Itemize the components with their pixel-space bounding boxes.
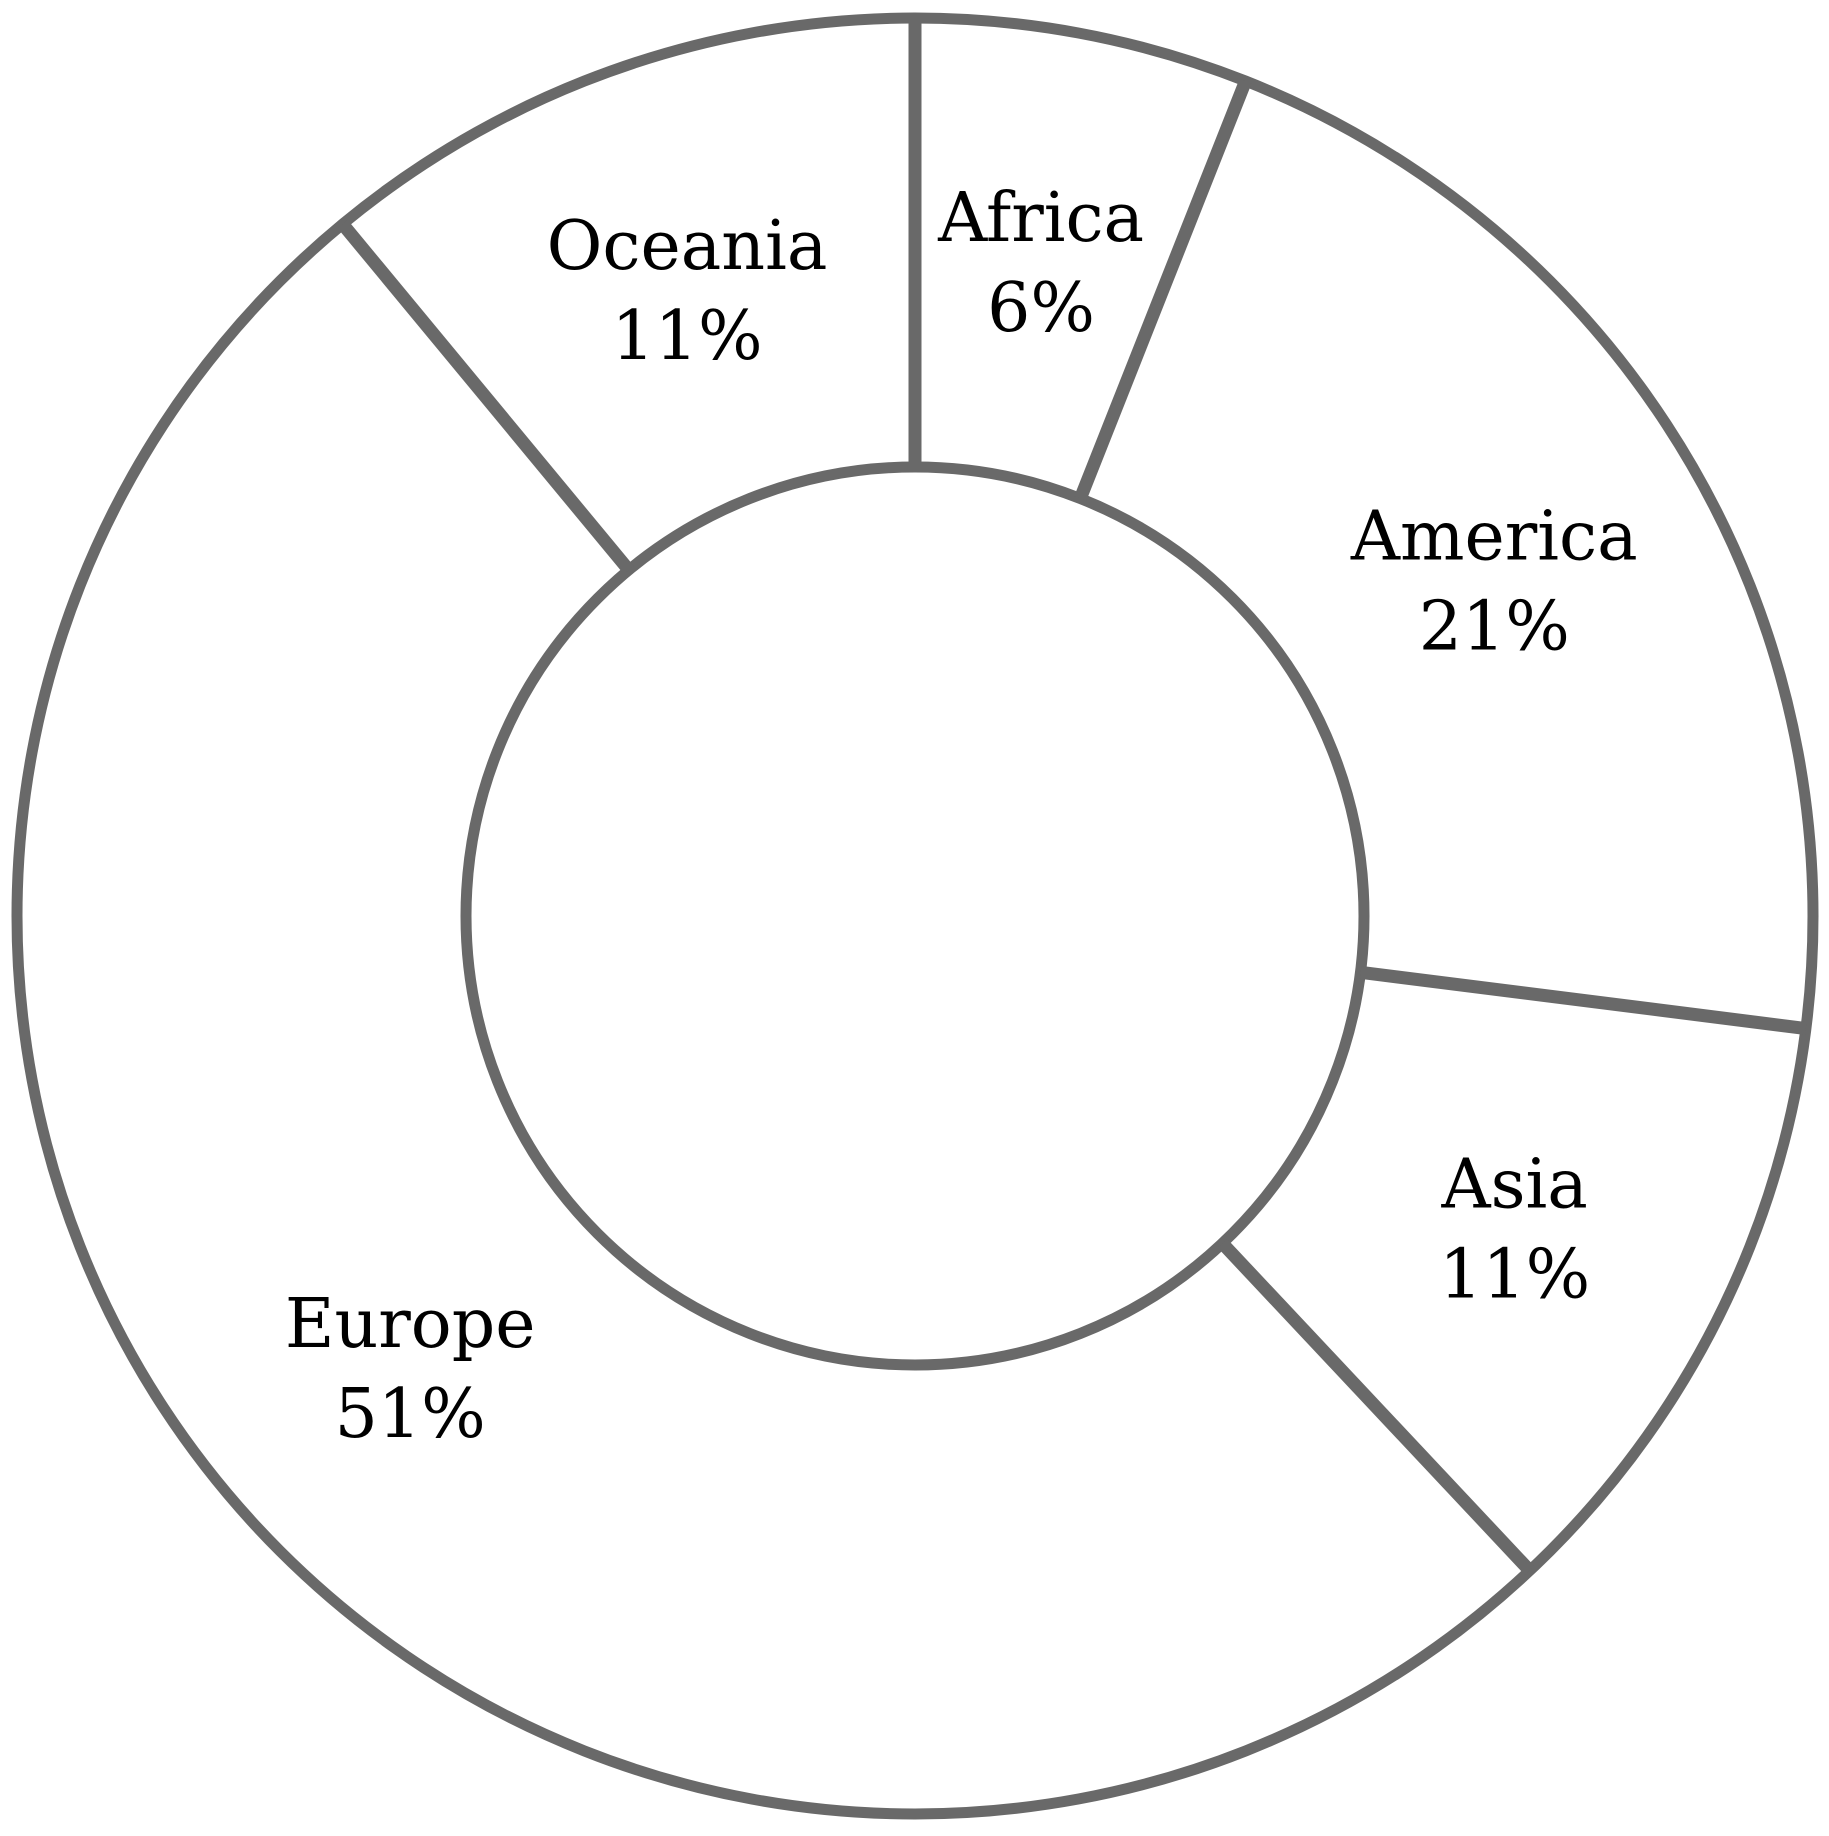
inner-circle [460,461,1370,1371]
slice-value-asia: 11% [1439,1236,1590,1315]
slice-divider-europe [1217,1238,1535,1576]
slice-value-africa: 6% [987,269,1095,348]
slice-divider-america [1074,78,1252,501]
slice-divider-asia [1359,965,1807,1035]
slice-name-africa: Africa [937,179,1144,258]
slice-name-oceania: Oceania [547,207,828,286]
slice-name-europe: Europe [285,1285,536,1364]
slice-divider-oceania [337,219,634,575]
slice-value-america: 21% [1419,587,1570,666]
slice-name-asia: Asia [1440,1146,1587,1225]
slice-value-europe: 51% [335,1375,486,1454]
slice-name-america: America [1350,497,1638,576]
slice-value-oceania: 11% [611,297,762,376]
